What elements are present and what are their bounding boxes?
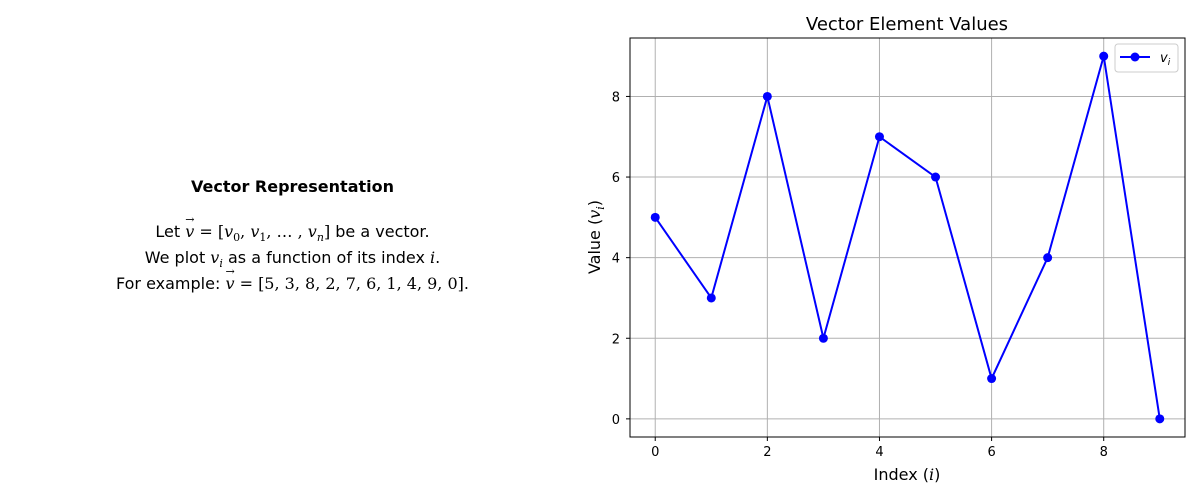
description-panel: Vector Representation Let v = [v0, v1, ……	[0, 0, 585, 500]
series-line	[654, 55, 1161, 420]
x-axis-label: Index (i)	[874, 465, 941, 484]
y-tick-label: 4	[612, 252, 620, 267]
legend-marker	[1130, 52, 1140, 62]
x-tick-label: 4	[875, 445, 883, 460]
x-tick-label: 2	[763, 445, 771, 460]
y-tick-label: 6	[612, 171, 620, 186]
chart-legend: vi	[1114, 43, 1179, 73]
legend-label: vi	[1160, 51, 1171, 68]
description-line-3: For example: v = [5, 3, 8, 2, 7, 6, 1, 4…	[0, 265, 585, 293]
plot-frame	[629, 37, 1186, 438]
data-point	[1155, 414, 1165, 424]
data-point	[818, 333, 828, 343]
y-axis: 0 2 4 6 8	[612, 90, 630, 428]
chart-title: Vector Element Values	[806, 14, 1008, 35]
y-tick-label: 0	[612, 413, 620, 428]
chart-series	[650, 51, 1165, 424]
description-line-1: Let v = [v0, v1, … , vn] be a vector.	[0, 213, 585, 244]
y-tick-label: 2	[612, 332, 620, 347]
x-axis: 0 2 4 6 8	[651, 437, 1108, 460]
data-point	[706, 293, 716, 303]
data-point	[1043, 253, 1053, 263]
description-line-2: We plot vi as a function of its index i.	[144, 248, 441, 271]
chart-grid	[630, 38, 1185, 437]
x-tick-label: 0	[651, 445, 659, 460]
data-point	[650, 212, 660, 222]
x-tick-label: 8	[1100, 445, 1108, 460]
data-point	[931, 172, 941, 182]
data-point	[874, 132, 884, 142]
x-tick-label: 6	[987, 445, 995, 460]
data-point	[987, 374, 997, 384]
description-heading: Vector Representation	[190, 177, 395, 196]
y-axis-label: Value (vi)	[585, 200, 607, 274]
y-tick-label: 8	[612, 90, 620, 105]
data-point	[1099, 51, 1109, 61]
data-point	[762, 91, 772, 101]
